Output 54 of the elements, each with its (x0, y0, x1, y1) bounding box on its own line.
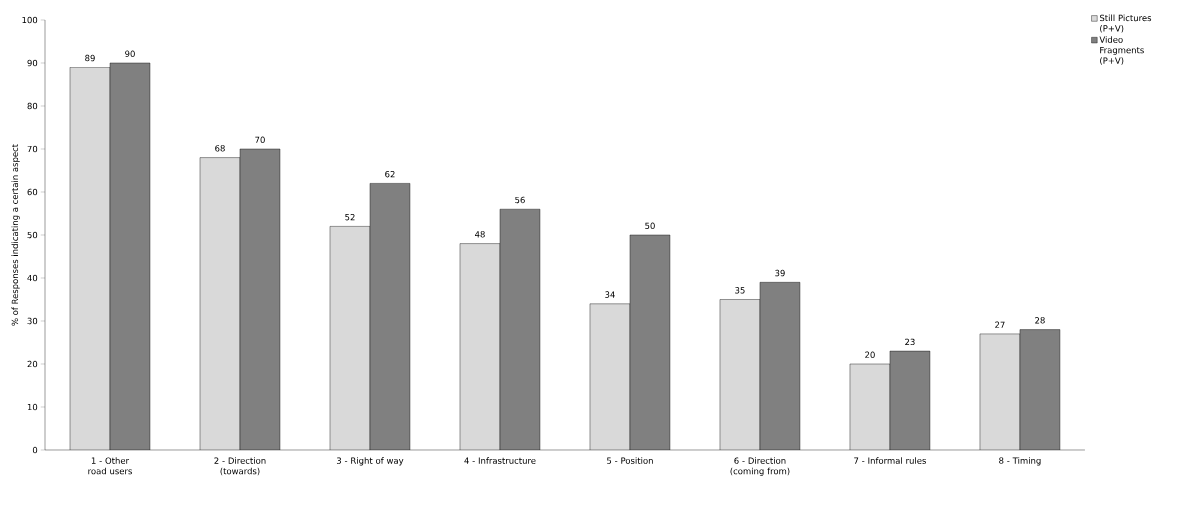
x-tick-label: 2 - Direction (towards) (214, 457, 266, 476)
y-tick-label: 100 (22, 16, 38, 24)
bar (1019, 329, 1061, 450)
data-label: 50 (645, 222, 655, 229)
x-tick-label: 4 - Infrastructure (464, 457, 536, 464)
y-tick-label: 10 (27, 403, 38, 411)
data-label: 34 (605, 291, 615, 298)
data-label: 28 (1035, 317, 1045, 324)
bar (239, 148, 280, 450)
legend-label: Video Fragments (P+V) (1099, 36, 1144, 65)
y-tick-label: 0 (32, 446, 38, 454)
bar (499, 209, 540, 450)
bar (329, 226, 370, 450)
legend-label: Still Pictures (P+V) (1099, 14, 1152, 33)
data-label: 70 (255, 136, 265, 143)
bar (979, 333, 1021, 450)
y-tick-label: 20 (27, 360, 38, 368)
bar (849, 364, 890, 450)
bar (719, 299, 760, 450)
bar (629, 235, 670, 450)
y-tick-label: 80 (27, 102, 38, 110)
data-label: 35 (735, 287, 745, 294)
y-tick-label: 40 (27, 274, 38, 282)
bar (589, 303, 630, 450)
x-tick-label: 7 - Informal rules (854, 457, 926, 464)
data-label: 23 (905, 338, 915, 346)
bar (889, 351, 930, 450)
bar (759, 282, 800, 450)
x-tick-label: 8 - Timing (999, 457, 1041, 466)
x-tick-label: 3 - Right of way (336, 457, 404, 466)
data-label: 20 (865, 351, 875, 358)
y-tick-label: 30 (27, 317, 38, 325)
y-tick-label: 50 (27, 231, 38, 239)
bar (110, 62, 150, 450)
data-label: 52 (345, 213, 355, 221)
data-label: 68 (215, 145, 225, 152)
x-tick-label: 5 - Position (607, 457, 653, 464)
bar (70, 67, 110, 450)
y-axis-title: % of Responses indicating a certain aspect (11, 144, 20, 326)
data-label: 62 (385, 170, 395, 178)
bar (459, 243, 500, 450)
x-tick-label: 6 - Direction (coming from) (730, 457, 790, 476)
data-label: 89 (85, 54, 95, 62)
data-label: 56 (515, 196, 525, 204)
data-label: 27 (995, 321, 1005, 328)
bar (199, 157, 240, 450)
data-label: 39 (775, 269, 785, 277)
x-tick-label: 1 - Other road users (88, 457, 132, 475)
y-tick-label: 90 (27, 59, 38, 67)
y-tick-label: 60 (27, 188, 38, 196)
data-label: 48 (474, 231, 485, 238)
data-label: 90 (125, 50, 135, 57)
y-tick-label: 70 (27, 145, 38, 153)
bar (369, 183, 410, 450)
